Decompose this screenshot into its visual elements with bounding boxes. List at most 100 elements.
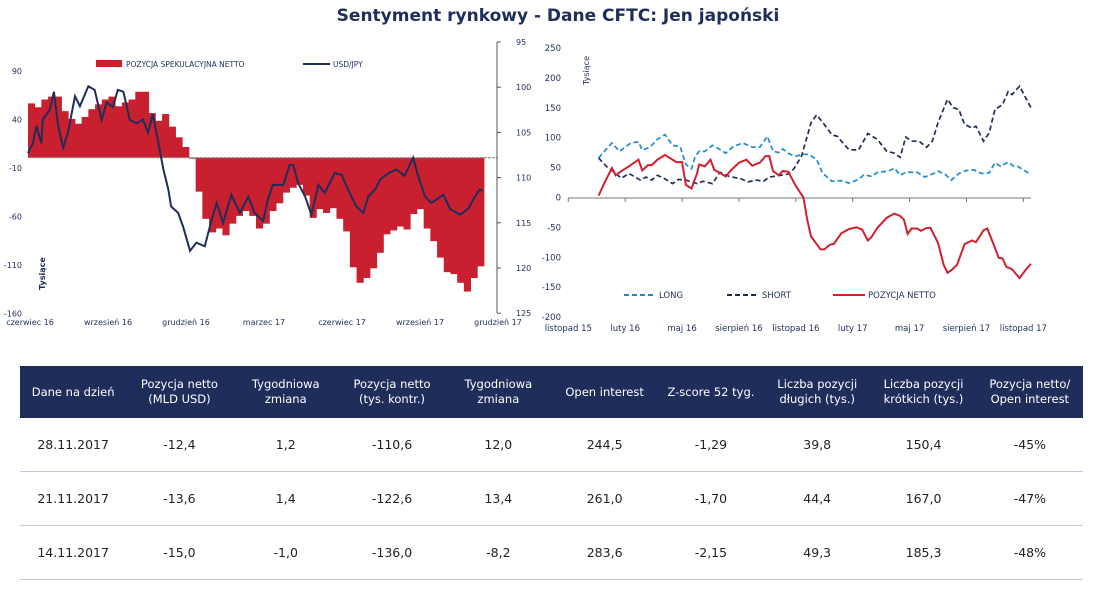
net-position-bar (215, 157, 223, 229)
y-tick-label: 90 (12, 67, 22, 76)
y2-tick-label: 120 (516, 264, 531, 273)
column-header: Z-score 52 tyg. (657, 366, 765, 418)
table-cell: 1,2 (232, 418, 339, 472)
table-cell: 167,0 (870, 471, 977, 526)
table-header-row: Dane na dzień Pozycja netto (MLD USD) Tygo… (20, 366, 1083, 418)
net-position-bar (276, 157, 284, 204)
y2-tick-label: 125 (516, 309, 531, 318)
column-header: Tygodniowa zmiana (232, 366, 339, 418)
table-cell: -45% (976, 418, 1083, 472)
net-position-bar (95, 104, 103, 158)
table-cell: 244,5 (551, 418, 658, 472)
x-tick-label: wrzesień 16 (84, 318, 132, 327)
column-header: Pozycja netto (MLD USD) (126, 366, 233, 418)
net-position-bar (88, 109, 96, 158)
table-row: 28.11.2017 -12,4 1,2 -110,6 12,0 244,5 -1,29 39… (20, 418, 1083, 472)
table-cell: 150,4 (870, 418, 977, 472)
table-cell: 13,4 (445, 471, 552, 526)
table-cell: -48% (976, 525, 1083, 580)
net-position-bar (61, 111, 69, 158)
net-position-bar (383, 157, 391, 235)
net-position-bar (390, 157, 398, 231)
series-line-short (598, 84, 1032, 185)
cftc-table: Dane na dzień Pozycja netto (MLD USD) Tygo… (20, 366, 1083, 580)
net-position-bar (437, 157, 445, 258)
legend-label: SHORT (762, 291, 792, 301)
y-tick-label: -50 (547, 223, 561, 233)
net-position-bar (135, 91, 143, 158)
net-position-bar (155, 120, 163, 158)
table-cell: -1,29 (657, 418, 765, 472)
net-position-bar (349, 157, 357, 268)
y-tick-label: 100 (545, 134, 561, 144)
table-cell: -136,0 (338, 525, 446, 580)
y-tick-label: 0 (556, 194, 561, 204)
series-line-long (597, 133, 1032, 184)
x-tick-label: wrzesień 17 (396, 318, 444, 327)
net-position-bar (162, 114, 170, 158)
table-cell: 1,4 (232, 471, 339, 526)
net-position-bar (403, 157, 411, 230)
x-tick-label: czerwiec 16 (6, 318, 54, 327)
column-header: Liczba pozycji krótkich (tys.) (870, 366, 977, 418)
net-position-bar (195, 157, 203, 192)
y2-tick-label: 95 (516, 38, 526, 47)
net-position-bar (168, 126, 176, 158)
net-position-bar (443, 157, 451, 273)
x-tick-label: maj 16 (667, 324, 696, 334)
y-axis-title: Tysiące (38, 257, 47, 290)
net-position-bar (302, 157, 311, 196)
table-cell: 39,8 (764, 418, 871, 472)
legend-net-label: POZYCJA SPEKULACYJNA NETTO (126, 60, 245, 69)
table-cell: -12,4 (126, 418, 233, 472)
x-tick-label: marzec 17 (243, 318, 285, 327)
net-position-bar (457, 157, 465, 283)
x-tick-label: sierpień 17 (943, 324, 990, 334)
net-position-bar (128, 99, 136, 158)
net-position-bar (309, 157, 317, 218)
net-position-bar (209, 157, 217, 233)
y-tick-label: -110 (4, 261, 22, 270)
y-tick-label: 40 (12, 116, 22, 125)
net-position-bar (28, 103, 36, 158)
column-header: Pozycja netto (tys. kontr.) (338, 366, 446, 418)
net-position-bar (182, 147, 190, 158)
x-tick-label: grudzień 17 (474, 318, 522, 327)
net-position-bar (202, 157, 210, 219)
net-position-bar (316, 157, 324, 210)
legend-label: LONG (659, 291, 683, 301)
y-axis-title: Tysiące (582, 56, 591, 86)
net-position-bar (363, 157, 371, 278)
x-tick-label: luty 17 (838, 324, 868, 334)
y-tick-label: -200 (542, 313, 561, 323)
net-position-bar (175, 137, 183, 158)
net-position-bar (410, 157, 418, 214)
y-tick-label: -60 (9, 213, 22, 222)
x-tick-label: listopad 17 (1000, 324, 1047, 334)
net-position-bar (423, 157, 431, 229)
net-position-bar (376, 157, 384, 253)
net-position-bar (229, 157, 237, 224)
net-position-bar (256, 157, 264, 229)
y-tick-label: -10 (9, 164, 22, 173)
table-cell: -15,0 (126, 525, 233, 580)
column-header: Pozycja netto/ Open interest (976, 366, 1083, 418)
legend-net-swatch (96, 60, 122, 67)
net-position-bar (242, 157, 250, 212)
net-position-bar (296, 157, 304, 185)
net-position-bar (81, 116, 89, 158)
page-title: Sentyment rynkowy - Dane CFTC: Jen japoń… (336, 6, 780, 26)
table-cell: 28.11.2017 (20, 418, 127, 472)
table-cell: 21.11.2017 (20, 471, 127, 526)
table-cell: -8,2 (445, 525, 552, 580)
y2-tick-label: 110 (516, 174, 531, 183)
series-line-pozycja-netto (597, 153, 1032, 280)
net-position-bar (101, 99, 109, 158)
legend-label: POZYCJA NETTO (868, 291, 936, 301)
table-cell: -1,70 (657, 471, 765, 526)
x-tick-label: maj 17 (895, 324, 924, 334)
net-position-bar (336, 157, 344, 219)
net-position-bar (323, 157, 331, 213)
column-header: Liczba pozycji długich (tys.) (764, 366, 871, 418)
net-position-bar (430, 157, 438, 242)
